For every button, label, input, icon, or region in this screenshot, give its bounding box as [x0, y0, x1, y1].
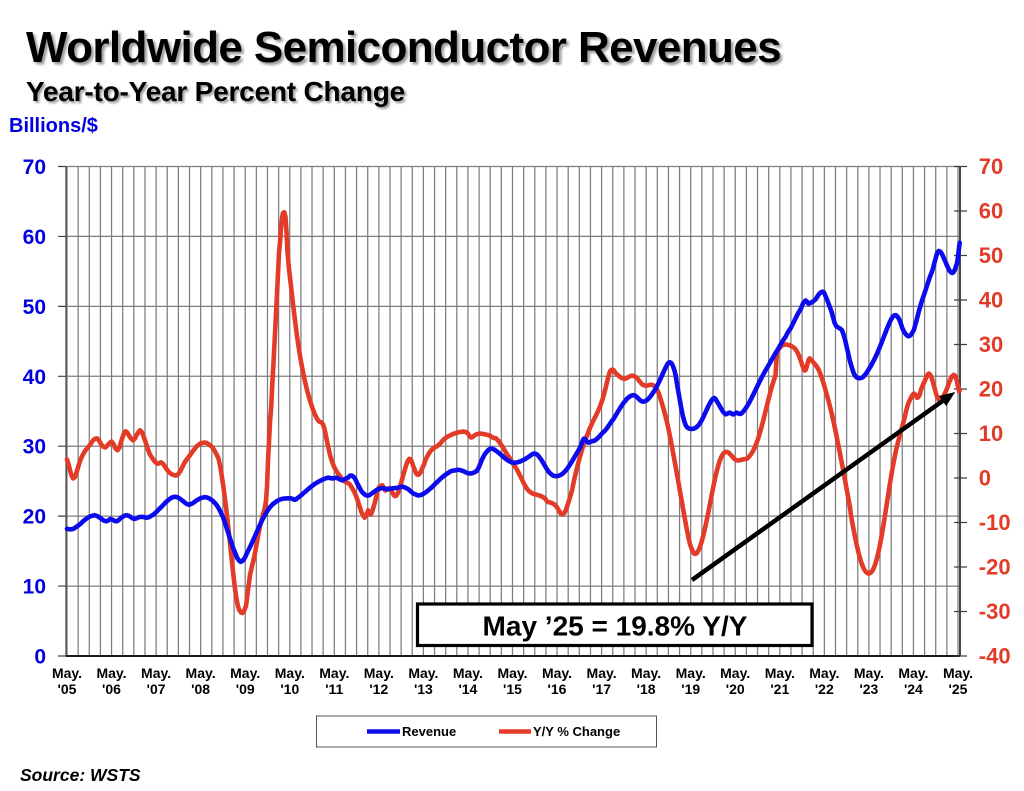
svg-text:May.: May. — [230, 665, 260, 681]
svg-text:May.: May. — [587, 665, 617, 681]
svg-text:'22: '22 — [815, 681, 834, 697]
svg-text:'25: '25 — [949, 681, 968, 697]
svg-text:30: 30 — [23, 436, 46, 459]
svg-text:May.: May. — [497, 665, 527, 681]
svg-text:May.: May. — [96, 665, 126, 681]
svg-text:Y/Y % Change: Y/Y % Change — [533, 724, 620, 739]
svg-text:'11: '11 — [325, 681, 343, 697]
svg-text:'09: '09 — [236, 681, 255, 697]
svg-text:-10: -10 — [979, 510, 1011, 535]
svg-text:Year-to-Year Percent Change: Year-to-Year Percent Change — [26, 76, 405, 107]
svg-text:Billions/$: Billions/$ — [9, 115, 98, 137]
svg-text:'05: '05 — [58, 681, 77, 697]
svg-text:Revenue: Revenue — [402, 724, 456, 739]
svg-text:'12: '12 — [369, 681, 388, 697]
svg-text:May.: May. — [720, 665, 750, 681]
svg-text:50: 50 — [979, 243, 1003, 268]
svg-text:'24: '24 — [904, 681, 923, 697]
svg-text:May ’25 = 19.8% Y/Y: May ’25 = 19.8% Y/Y — [483, 611, 748, 642]
svg-text:-40: -40 — [979, 644, 1011, 669]
svg-text:'08: '08 — [191, 681, 210, 697]
svg-text:May.: May. — [854, 665, 884, 681]
svg-text:Source: WSTS: Source: WSTS — [20, 765, 141, 785]
svg-text:'17: '17 — [592, 681, 611, 697]
svg-text:May.: May. — [542, 665, 572, 681]
svg-text:May.: May. — [453, 665, 483, 681]
svg-text:40: 40 — [23, 366, 46, 389]
svg-text:10: 10 — [979, 421, 1003, 446]
svg-text:'06: '06 — [102, 681, 121, 697]
svg-text:May.: May. — [631, 665, 661, 681]
svg-text:'10: '10 — [280, 681, 299, 697]
svg-text:-20: -20 — [979, 555, 1011, 580]
svg-text:-30: -30 — [979, 599, 1011, 624]
svg-text:50: 50 — [23, 296, 46, 319]
svg-text:May.: May. — [319, 665, 349, 681]
svg-text:40: 40 — [979, 288, 1003, 313]
svg-text:May.: May. — [364, 665, 394, 681]
svg-text:May.: May. — [141, 665, 171, 681]
svg-text:May.: May. — [676, 665, 706, 681]
svg-text:'13: '13 — [414, 681, 433, 697]
svg-text:70: 70 — [979, 154, 1003, 179]
svg-text:20: 20 — [979, 377, 1003, 402]
svg-text:Worldwide Semiconductor Revenu: Worldwide Semiconductor Revenues — [26, 23, 781, 72]
svg-text:May.: May. — [408, 665, 438, 681]
svg-text:30: 30 — [979, 332, 1003, 357]
svg-text:May.: May. — [52, 665, 82, 681]
svg-text:May.: May. — [275, 665, 305, 681]
svg-text:'16: '16 — [548, 681, 567, 697]
svg-text:May.: May. — [943, 665, 973, 681]
svg-text:'20: '20 — [726, 681, 745, 697]
svg-text:60: 60 — [979, 199, 1003, 224]
svg-text:10: 10 — [23, 576, 46, 599]
svg-text:May.: May. — [765, 665, 795, 681]
svg-text:'18: '18 — [637, 681, 656, 697]
svg-text:May.: May. — [898, 665, 928, 681]
svg-text:20: 20 — [23, 506, 46, 529]
svg-text:70: 70 — [23, 156, 46, 179]
svg-text:May.: May. — [809, 665, 839, 681]
svg-text:May.: May. — [186, 665, 216, 681]
svg-text:'19: '19 — [681, 681, 700, 697]
svg-text:'23: '23 — [859, 681, 878, 697]
svg-text:'21: '21 — [770, 681, 789, 697]
svg-text:'14: '14 — [458, 681, 477, 697]
svg-text:60: 60 — [23, 226, 46, 249]
svg-text:'15: '15 — [503, 681, 522, 697]
svg-text:0: 0 — [979, 466, 991, 491]
svg-text:0: 0 — [34, 646, 46, 669]
svg-text:'07: '07 — [147, 681, 166, 697]
